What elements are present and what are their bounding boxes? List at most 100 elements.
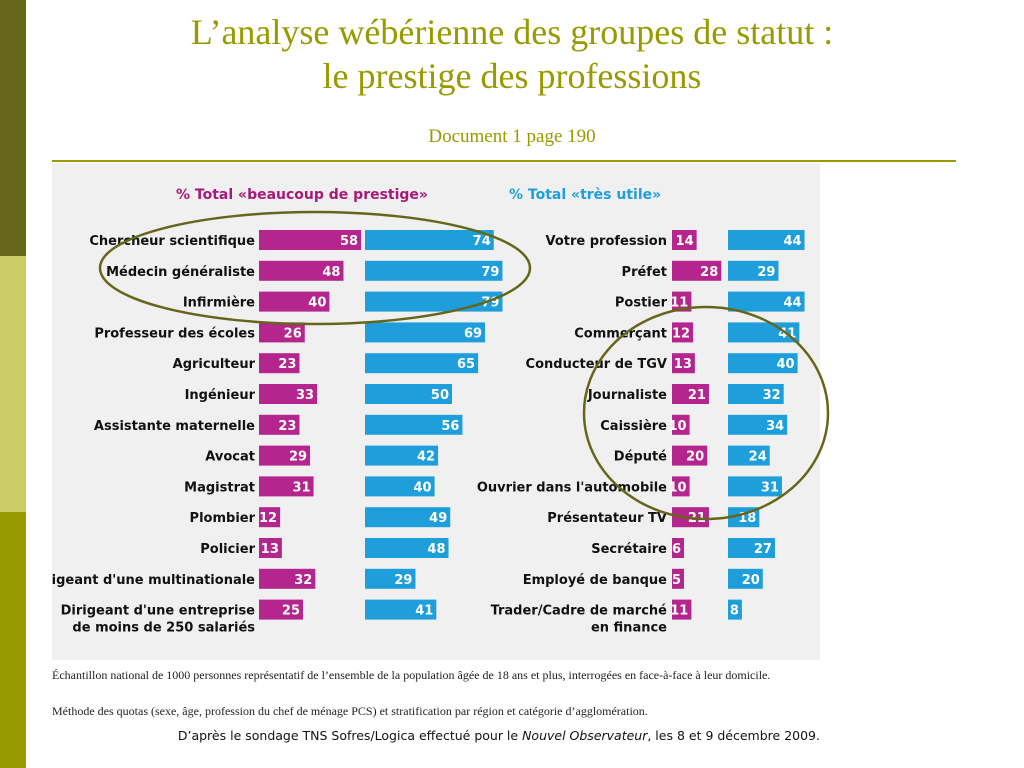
bar-utile bbox=[365, 507, 451, 528]
bar-prestige bbox=[672, 322, 694, 343]
bar-prestige bbox=[672, 476, 690, 497]
bar-prestige-value: 10 bbox=[669, 480, 687, 495]
bar-utile-value: 65 bbox=[457, 357, 475, 372]
source-text-start: D’après le sondage TNS Sofres/Logica eff… bbox=[177, 728, 523, 743]
bar-utile-value: 44 bbox=[783, 234, 801, 249]
legend-prestige: % Total «beaucoup de prestige» bbox=[176, 187, 428, 203]
bar-utile-value: 79 bbox=[481, 265, 499, 280]
category-label: Secrétaire bbox=[591, 542, 667, 557]
side-decoration-bar bbox=[0, 0, 26, 768]
source-publication: Nouvel Observateur bbox=[522, 728, 648, 743]
bar-utile bbox=[365, 476, 435, 497]
bar-prestige bbox=[259, 260, 344, 281]
bar-prestige-value: 40 bbox=[308, 296, 326, 311]
bar-prestige-value: 58 bbox=[340, 234, 358, 249]
method-note: Méthode des quotas (sexe, âge, professio… bbox=[52, 704, 648, 718]
source-note: D’après le sondage TNS Sofres/Logica eff… bbox=[178, 728, 820, 743]
bar-utile bbox=[365, 384, 452, 404]
bar-prestige bbox=[259, 322, 305, 343]
bar-prestige bbox=[672, 260, 722, 281]
bar-prestige bbox=[259, 476, 314, 497]
category-label: en finance bbox=[591, 621, 667, 636]
bar-utile bbox=[728, 445, 770, 466]
sample-note: Échantillon national de 1000 personnes r… bbox=[52, 668, 771, 682]
bar-prestige-value: 14 bbox=[676, 234, 694, 249]
bar-utile-value: 40 bbox=[414, 480, 432, 495]
category-label: Présentateur TV bbox=[547, 511, 667, 526]
bar-prestige-value: 26 bbox=[284, 326, 302, 341]
bar-prestige bbox=[672, 445, 708, 466]
category-label: Magistrat bbox=[184, 480, 255, 495]
legend-utile: % Total «très utile» bbox=[509, 187, 661, 203]
bar-prestige bbox=[259, 599, 303, 620]
bar-prestige bbox=[259, 568, 316, 589]
bar-prestige bbox=[672, 599, 692, 620]
bar-prestige-value: 6 bbox=[672, 542, 681, 557]
category-label: Agriculteur bbox=[173, 357, 256, 372]
bar-utile bbox=[728, 322, 800, 343]
slide-title: L’analyse wébérienne des groupes de stat… bbox=[40, 10, 984, 98]
bar-utile bbox=[728, 538, 775, 558]
category-label: Professeur des écoles bbox=[94, 326, 255, 341]
highlight-circle-right bbox=[582, 305, 830, 521]
bar-prestige-value: 31 bbox=[292, 480, 310, 495]
bar-utile-value: 32 bbox=[763, 388, 781, 403]
bar-utile bbox=[365, 599, 437, 620]
bar-prestige bbox=[259, 507, 281, 528]
category-label: Dirigeant d'une multinationale bbox=[52, 573, 255, 588]
bar-utile-value: 49 bbox=[429, 511, 447, 526]
bar-utile bbox=[365, 445, 439, 466]
bar-prestige bbox=[259, 538, 282, 558]
bar-utile-value: 8 bbox=[730, 604, 739, 619]
category-label: de moins de 250 salariés bbox=[72, 621, 255, 636]
bar-prestige-value: 23 bbox=[278, 419, 296, 434]
bar-utile bbox=[365, 353, 479, 374]
bar-prestige bbox=[259, 384, 318, 404]
bar-prestige bbox=[259, 291, 330, 312]
bar-prestige bbox=[259, 230, 362, 250]
bar-prestige-value: 5 bbox=[672, 573, 681, 588]
bar-utile-value: 29 bbox=[394, 573, 412, 588]
bar-prestige-value: 32 bbox=[294, 573, 312, 588]
category-label: Votre profession bbox=[546, 234, 668, 249]
bar-prestige-value: 23 bbox=[278, 357, 296, 372]
category-label: Préfet bbox=[622, 265, 667, 280]
bar-utile-value: 42 bbox=[417, 450, 435, 465]
bar-utile-value: 34 bbox=[766, 419, 784, 434]
bar-utile bbox=[365, 568, 416, 589]
bar-utile bbox=[728, 230, 805, 250]
bar-utile bbox=[365, 414, 463, 435]
bar-utile-value: 27 bbox=[754, 542, 772, 557]
category-label: Plombier bbox=[190, 511, 256, 526]
bar-utile-value: 48 bbox=[427, 542, 445, 557]
bar-prestige bbox=[672, 230, 697, 250]
source-text-end: , les 8 et 9 décembre 2009. bbox=[647, 728, 820, 743]
bar-utile bbox=[728, 599, 742, 620]
bar-prestige-value: 10 bbox=[669, 419, 687, 434]
bar-prestige bbox=[672, 291, 692, 312]
bar-utile bbox=[728, 291, 805, 312]
bar-utile bbox=[728, 353, 798, 374]
bar-utile bbox=[365, 538, 449, 558]
category-label: Journaliste bbox=[587, 388, 667, 403]
category-label: Employé de banque bbox=[523, 573, 667, 588]
bar-utile-value: 44 bbox=[783, 296, 801, 311]
bar-prestige bbox=[672, 414, 690, 435]
bar-utile-value: 69 bbox=[464, 326, 482, 341]
bar-utile-value: 29 bbox=[757, 265, 775, 280]
bar-utile-value: 24 bbox=[749, 450, 767, 465]
category-label: Député bbox=[614, 450, 667, 465]
bar-prestige-value: 28 bbox=[700, 265, 718, 280]
bar-utile-value: 74 bbox=[473, 234, 491, 249]
highlight-circle-left bbox=[98, 210, 532, 326]
bar-prestige bbox=[259, 353, 300, 374]
bar-prestige-value: 20 bbox=[686, 450, 704, 465]
title-divider bbox=[52, 160, 956, 162]
bar-utile bbox=[728, 260, 779, 281]
category-label: Postier bbox=[615, 296, 668, 311]
bar-prestige bbox=[672, 384, 709, 404]
bar-prestige-value: 11 bbox=[670, 296, 688, 311]
category-label: Ingénieur bbox=[185, 388, 256, 403]
bar-prestige bbox=[672, 538, 684, 558]
bar-utile-value: 20 bbox=[742, 573, 760, 588]
